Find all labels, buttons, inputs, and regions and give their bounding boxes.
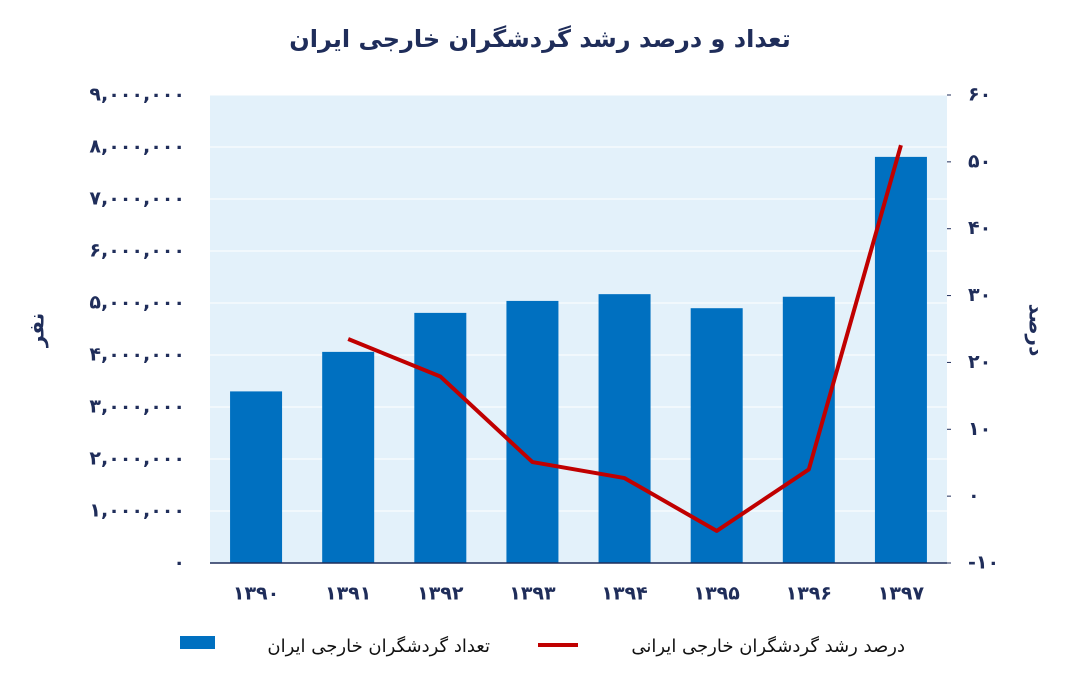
bar [322,351,375,563]
chart-title: تعداد و درصد رشد گردشگران خارجی ایران [289,25,790,53]
y2-tick-label: -۱۰ [968,552,999,574]
x-tick-label: ۱۳۹۷ [878,583,925,605]
y-tick-label: ۰ [173,552,185,574]
bar [230,391,283,563]
x-tick-label: ۱۳۹۱ [325,583,371,605]
y2-tick-label: ۴۰ [968,217,991,239]
y2-tick-label: ۲۰ [968,351,991,373]
y2-tick-label: ۶۰ [968,84,991,106]
line [347,144,903,533]
y2-tick-label: ۰ [968,485,980,507]
y-tick-label: ۶,۰۰۰,۰۰۰ [89,240,185,262]
legend-label: تعداد گردشگران خارجی ایران [267,635,490,657]
y2-tick-label: ۱۰ [968,418,991,440]
y-tick-label: ۸,۰۰۰,۰۰۰ [89,136,185,158]
y-tick-label: ۲,۰۰۰,۰۰۰ [89,448,185,470]
y2-axis-label: درصد [1025,304,1049,357]
bar [690,308,743,563]
x-tick-label: ۱۳۹۴ [601,583,647,605]
y2-tick-label: ۵۰ [968,150,991,172]
y-tick-label: ۳,۰۰۰,۰۰۰ [89,396,185,418]
y-tick-label: ۴,۰۰۰,۰۰۰ [89,344,185,366]
y-axis-label: نفر [25,313,49,348]
bar [414,312,467,563]
legend-swatch [180,636,215,649]
y2-tick-label: ۳۰ [968,284,991,306]
bar [506,300,559,563]
y-tick-label: ۱,۰۰۰,۰۰۰ [89,500,185,522]
legend-label: درصد رشد گردشگران خارجی ایرانی [631,635,905,657]
plot-background [210,95,947,563]
x-tick-label: ۱۳۹۰ [233,583,279,605]
y-tick-label: ۵,۰۰۰,۰۰۰ [89,292,185,314]
bar [598,294,651,563]
bar [874,156,927,563]
x-tick-label: ۱۳۹۵ [693,583,740,605]
x-tick-label: ۱۳۹۶ [786,583,832,605]
x-tick-label: ۱۳۹۳ [509,583,556,605]
y-tick-label: ۹,۰۰۰,۰۰۰ [89,84,185,106]
y-tick-label: ۷,۰۰۰,۰۰۰ [89,188,185,210]
bar [782,296,835,563]
x-tick-label: ۱۳۹۲ [417,583,464,605]
